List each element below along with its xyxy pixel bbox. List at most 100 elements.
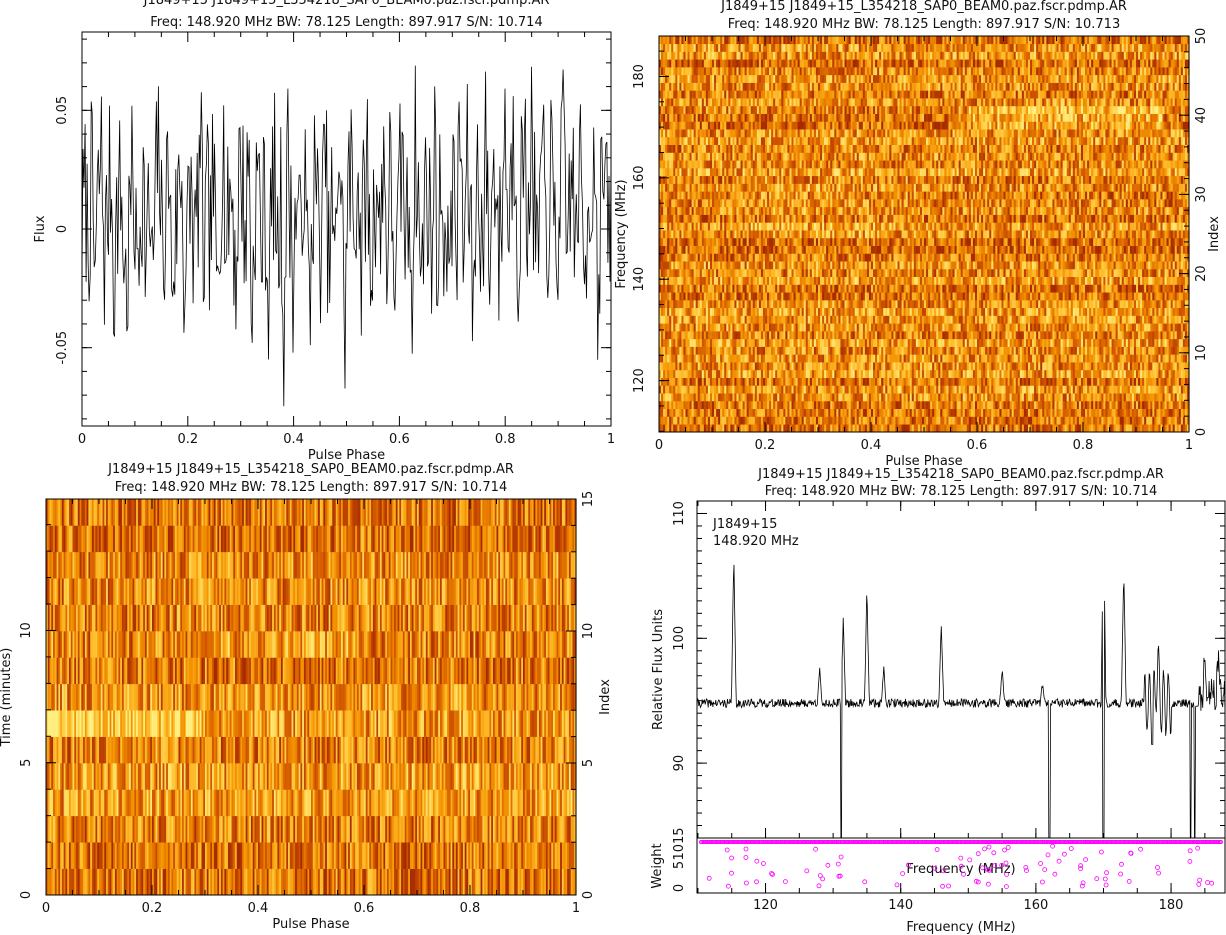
heatmap-cell (952, 354, 956, 363)
heatmap-cell (722, 377, 725, 386)
heatmap-cell (1162, 385, 1166, 394)
heatmap-cell (875, 354, 878, 363)
heatmap-cell (1105, 400, 1109, 409)
heatmap-cell (822, 416, 825, 425)
heatmap-cell (1119, 393, 1123, 402)
heatmap-cell (942, 377, 945, 386)
heatmap-cell (993, 424, 996, 433)
heatmap-cell (1040, 408, 1043, 417)
heatmap-cell (1097, 385, 1100, 394)
heatmap-cell (1044, 377, 1047, 386)
heatmap-cell (756, 393, 760, 402)
heatmap-cell (736, 416, 740, 425)
heatmap-cell (1040, 377, 1043, 386)
heatmap-cell (765, 377, 768, 386)
heatmap-cell (864, 424, 868, 433)
heatmap-cell (720, 377, 723, 386)
heatmap-cell (1154, 385, 1157, 394)
heatmap-cell (1160, 424, 1164, 433)
heatmap-cell (1060, 393, 1064, 402)
heatmap-cell (932, 393, 935, 402)
heatmap-cell (911, 424, 915, 433)
heatmap-cell (1068, 400, 1072, 409)
heatmap-cell (907, 408, 911, 417)
chart-title: J1849+15 J1849+15_L354218_SAP0_BEAM0.paz… (143, 0, 550, 8)
heatmap-cell (1136, 408, 1139, 417)
heatmap-cell (1040, 393, 1043, 402)
heatmap-cell (883, 362, 886, 371)
heatmap-cell (679, 369, 683, 378)
heatmap-cell (1105, 354, 1109, 363)
heatmap-cell (746, 400, 750, 409)
heatmap-cell (1052, 408, 1056, 417)
heatmap-cell (944, 416, 948, 425)
heatmap-cell (748, 385, 752, 394)
heatmap-cell (846, 408, 850, 417)
heatmap-cell (1036, 400, 1039, 409)
heatmap-cell (775, 385, 778, 394)
heatmap-cell (1117, 377, 1121, 386)
heatmap-cell (1030, 354, 1033, 363)
heatmap-cell (1083, 354, 1086, 363)
heatmap-cell (709, 400, 713, 409)
heatmap-cell (1164, 354, 1168, 363)
heatmap-cell (661, 393, 664, 402)
heatmap-cell (942, 416, 945, 425)
heatmap-cell (958, 424, 962, 433)
heatmap-cell (1083, 424, 1086, 433)
heatmap-cell (781, 362, 784, 371)
heatmap-cell (1087, 408, 1090, 417)
heatmap-cell (716, 385, 719, 394)
heatmap-cell (707, 408, 711, 417)
heatmap-cell (919, 354, 923, 363)
heatmap-cell (824, 385, 827, 394)
heatmap-cell (956, 369, 960, 378)
heatmap-cell (799, 408, 803, 417)
heatmap-cell (1009, 354, 1013, 363)
heatmap-cell (740, 424, 744, 433)
heatmap-cell (1060, 408, 1064, 417)
heatmap-cell (815, 416, 819, 425)
heatmap-cell (738, 408, 742, 417)
heatmap-cell (858, 354, 862, 363)
heatmap-cell (954, 424, 958, 433)
heatmap-cell (756, 400, 760, 409)
heatmap-cell (1154, 369, 1157, 378)
heatmap-cell (791, 385, 795, 394)
heatmap-cell (1038, 385, 1041, 394)
heatmap-cell (795, 400, 799, 409)
heatmap-cell (673, 369, 676, 378)
heatmap-cell (1144, 408, 1147, 417)
heatmap-cell (948, 416, 952, 425)
heatmap-cell (805, 354, 809, 363)
heatmap-cell (805, 385, 809, 394)
heatmap-cell (671, 408, 674, 417)
heatmap-cell (1050, 408, 1054, 417)
heatmap-cell (669, 354, 672, 363)
heatmap-cell (1166, 416, 1170, 425)
heatmap-cell (1066, 400, 1070, 409)
heatmap-cell (964, 400, 968, 409)
heatmap-cell (968, 393, 972, 402)
heatmap-cell (919, 385, 923, 394)
heatmap-cell (864, 354, 868, 363)
heatmap-cell (979, 377, 982, 386)
heatmap-cell (1158, 393, 1162, 402)
heatmap-cell (1115, 400, 1119, 409)
heatmap-cell (942, 408, 945, 417)
heatmap-cell (942, 369, 945, 378)
heatmap-cell (718, 400, 721, 409)
heatmap-cell (871, 377, 874, 386)
heatmap-cell (752, 408, 756, 417)
heatmap-cell (868, 369, 872, 378)
heatmap-cell (1058, 377, 1062, 386)
heatmap-cell (693, 408, 697, 417)
heatmap-cell (921, 385, 925, 394)
heatmap-cell (758, 416, 762, 425)
heatmap-cell (824, 377, 827, 386)
heatmap-cell (801, 393, 805, 402)
heatmap-cell (991, 400, 994, 409)
heatmap-cell (1184, 400, 1188, 409)
heatmap-cell (1050, 424, 1054, 433)
heatmap-cell (671, 424, 674, 433)
